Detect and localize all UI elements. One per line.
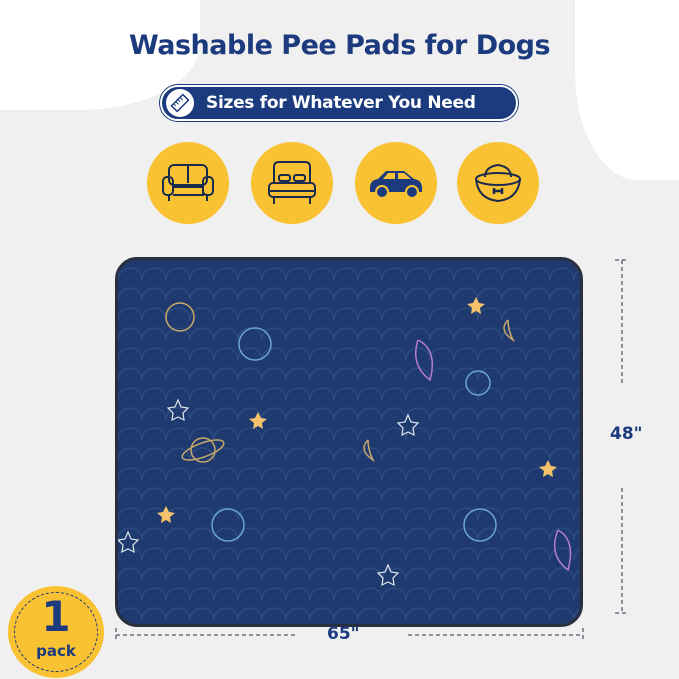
bed-icon: [251, 142, 333, 224]
car-icon: [355, 142, 437, 224]
pack-count: 1: [41, 592, 71, 641]
ruler-icon: [166, 89, 194, 117]
sofa-icon: [147, 142, 229, 224]
height-dimension-line: [615, 259, 629, 614]
width-dimension-line: [115, 628, 584, 642]
sizes-badge: Sizes for Whatever You Need: [160, 85, 518, 121]
dog-bowl-icon: [457, 142, 539, 224]
height-label: 48": [610, 424, 643, 444]
pee-pad-image: [115, 257, 583, 627]
badge-text: Sizes for Whatever You Need: [206, 93, 476, 113]
background-blob: [575, 0, 679, 180]
pack-count-badge: 1 pack: [8, 586, 104, 678]
width-label: 65": [327, 624, 360, 644]
pack-label: pack: [36, 642, 76, 660]
page-title: Washable Pee Pads for Dogs: [128, 30, 551, 61]
space-pattern: [118, 297, 572, 587]
